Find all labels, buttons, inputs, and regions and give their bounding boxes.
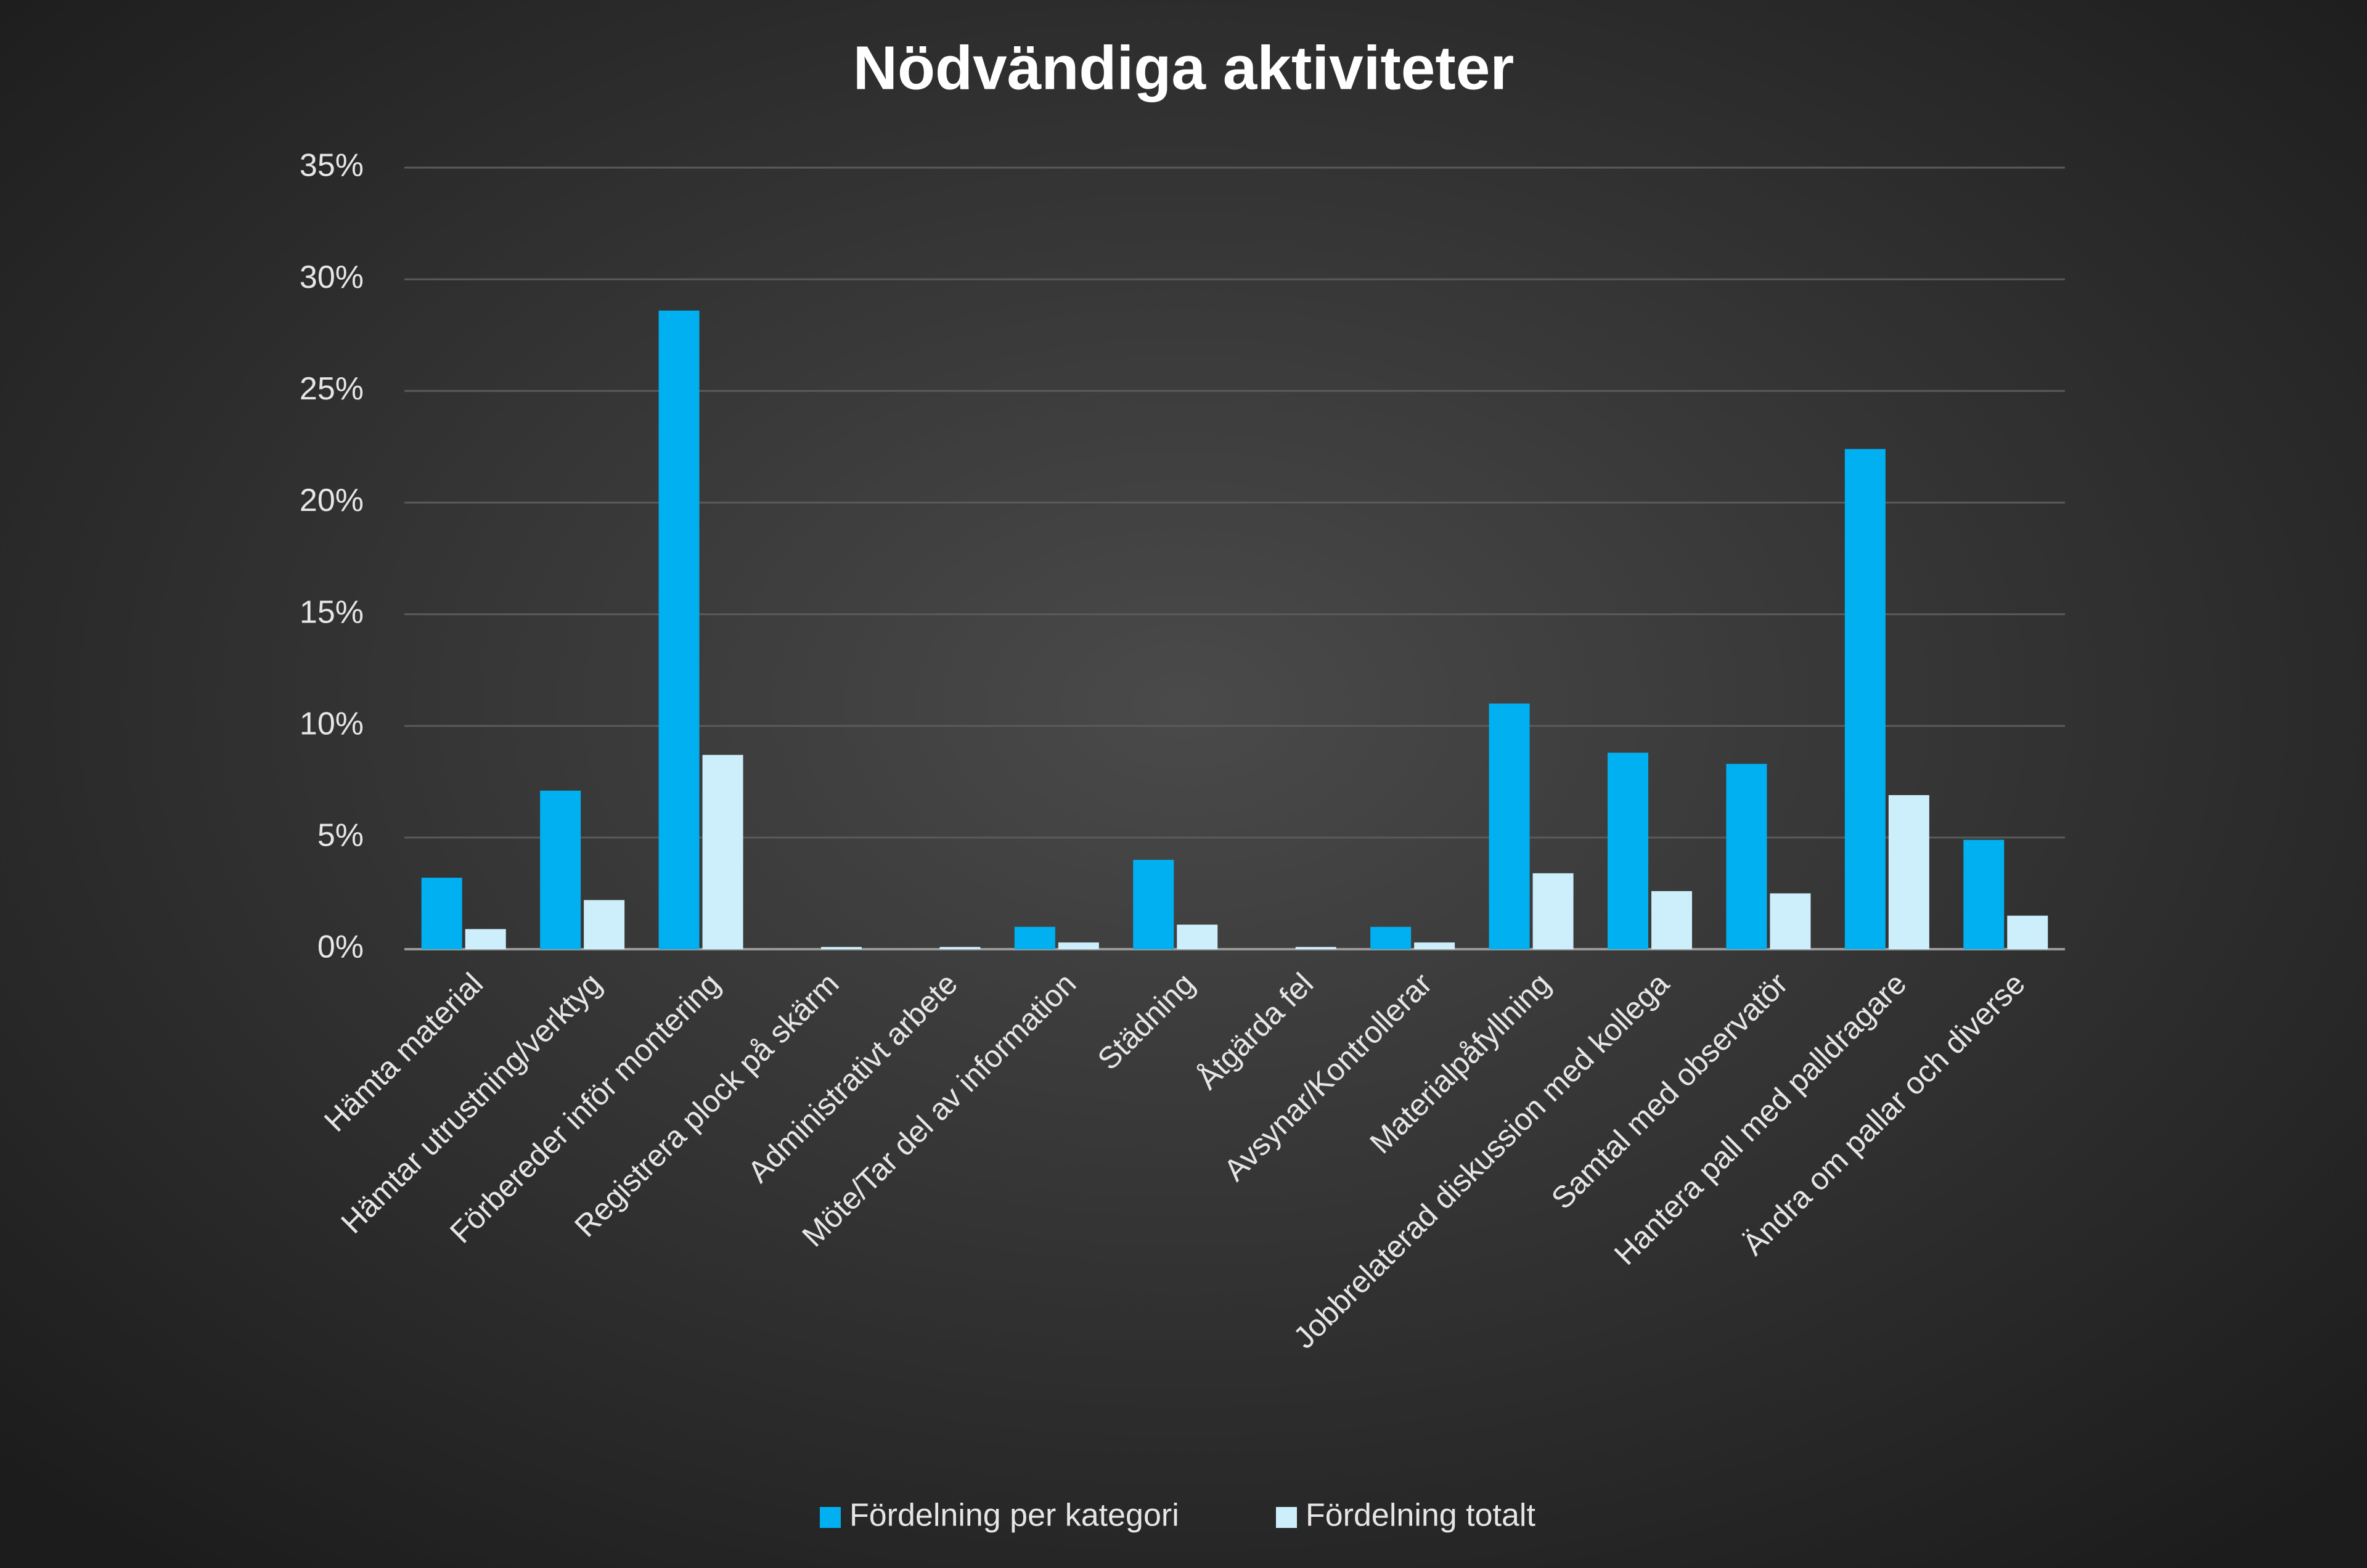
bar	[1058, 942, 1099, 949]
legend-marker	[820, 1507, 841, 1528]
bar	[1295, 947, 1336, 949]
bar	[1608, 753, 1648, 949]
bar	[1014, 926, 1055, 949]
bar	[540, 790, 581, 949]
bar	[1844, 449, 1886, 949]
legend-label: Fördelning totalt	[1306, 1498, 1535, 1533]
bar	[584, 900, 625, 949]
bar	[939, 947, 981, 949]
bar	[1963, 839, 2005, 949]
y-tick-label: 0%	[317, 929, 364, 965]
bar	[421, 878, 462, 949]
bar	[1888, 795, 1929, 949]
bar	[1414, 942, 1455, 949]
y-tick-label: 30%	[300, 259, 364, 295]
bar	[1177, 925, 1218, 949]
bar	[1133, 860, 1174, 949]
bar	[465, 929, 506, 949]
bar	[1489, 703, 1530, 949]
bar	[1532, 873, 1574, 949]
legend-marker	[1276, 1507, 1297, 1528]
y-tick-label: 5%	[317, 818, 364, 854]
chart-title: Nödvändiga aktiviteter	[853, 33, 1515, 102]
bar	[1651, 891, 1692, 949]
bar	[1770, 893, 1811, 949]
bar	[702, 754, 743, 949]
y-tick-label: 20%	[300, 483, 364, 518]
bar	[1370, 926, 1412, 949]
bar	[821, 947, 862, 949]
y-tick-label: 10%	[300, 706, 364, 741]
legend-label: Fördelning per kategori	[849, 1498, 1179, 1533]
bar	[658, 310, 700, 950]
y-tick-label: 25%	[300, 371, 364, 407]
bar	[2007, 915, 2048, 949]
bar	[1726, 764, 1767, 949]
y-tick-label: 35%	[300, 148, 364, 184]
y-tick-label: 15%	[300, 594, 364, 630]
